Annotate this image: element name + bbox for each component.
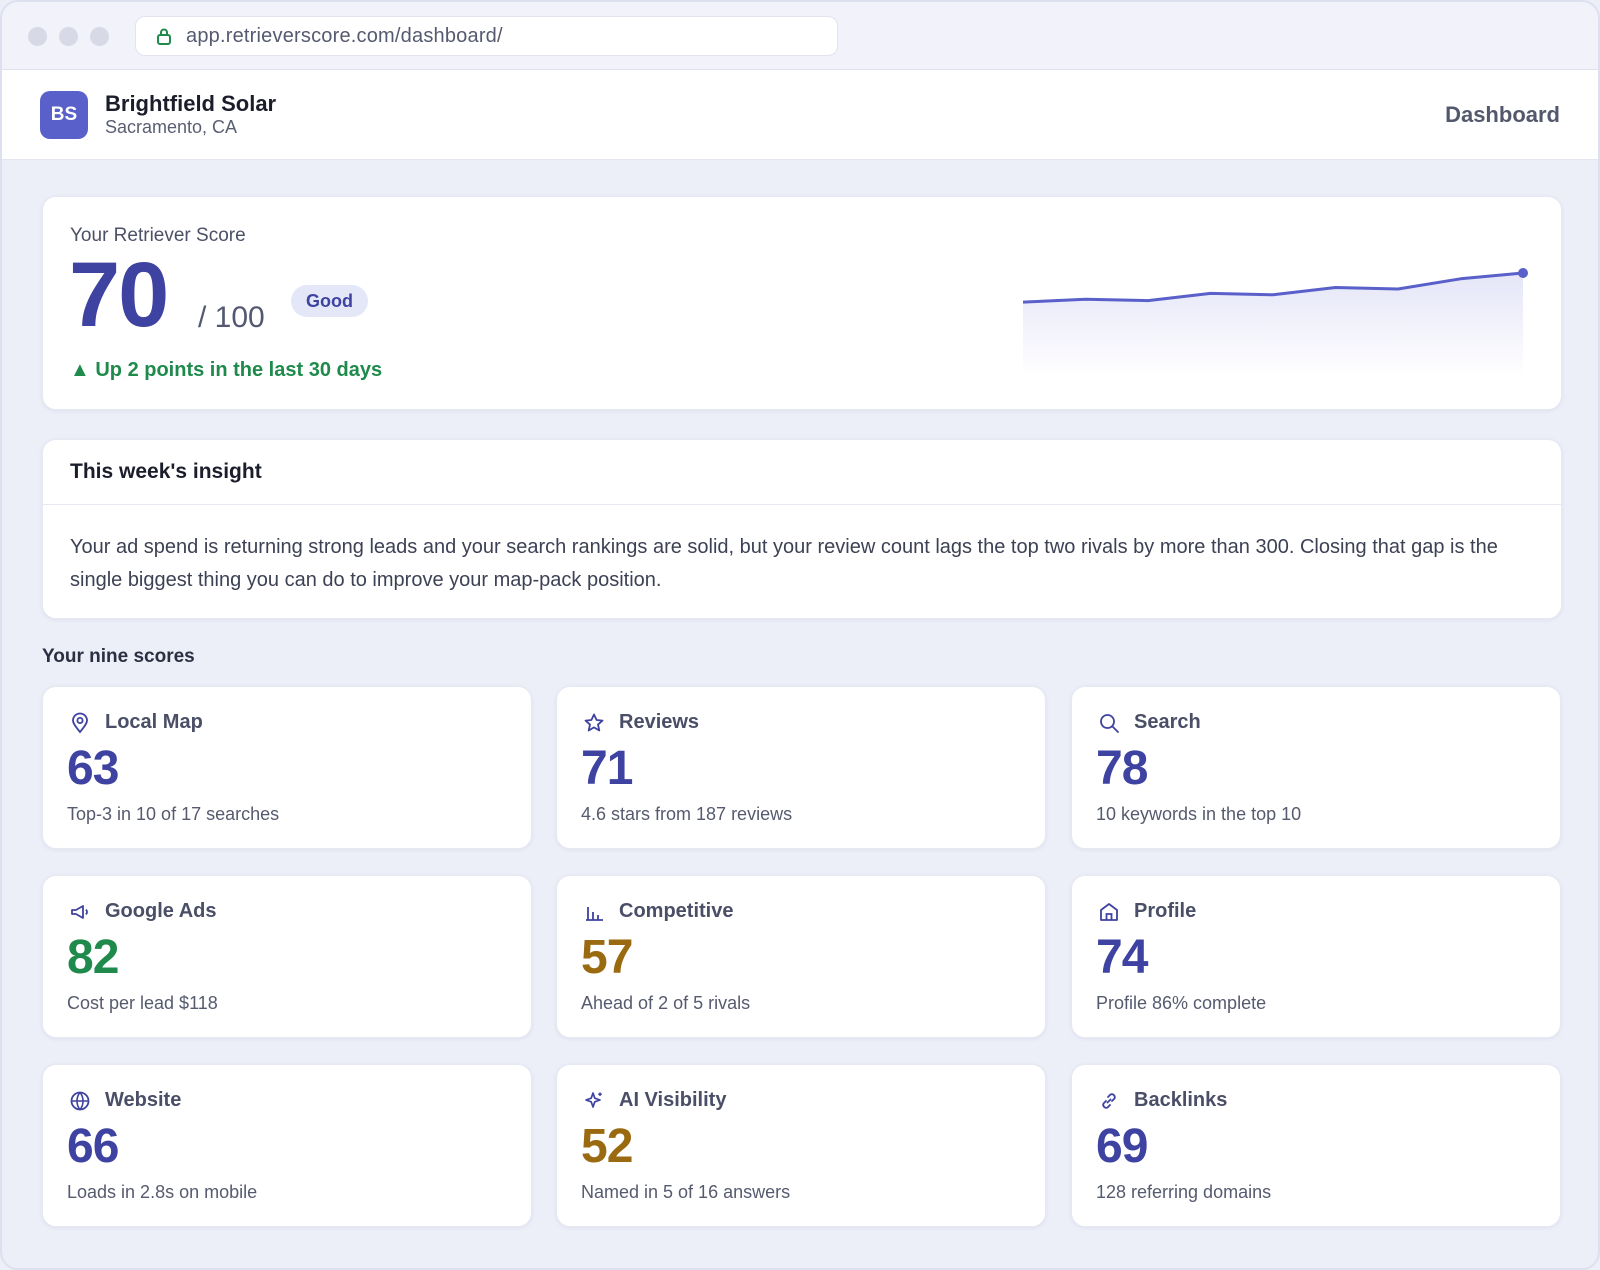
address-bar[interactable]: app.retrieverscore.com/dashboard/ — [135, 16, 838, 56]
metric-description: 128 referring domains — [1096, 1182, 1272, 1202]
score-label: Your Retriever Score — [70, 225, 246, 246]
business-location: Sacramento, CA — [105, 117, 238, 137]
metric-title: Google Ads — [105, 900, 217, 922]
metric-description: Ahead of 2 of 5 rivals — [581, 993, 751, 1013]
metric-value: 78 — [1096, 742, 1148, 795]
metric-value: 66 — [67, 1120, 119, 1173]
metric-header: AI Visibility — [583, 1089, 726, 1112]
globe-icon — [69, 1090, 91, 1112]
metric-header: Reviews — [583, 711, 699, 734]
score-max: / 100 — [198, 301, 265, 334]
metric-card-search[interactable]: Search 78 10 keywords in the top 10 — [1071, 686, 1561, 849]
map-pin-icon — [69, 712, 91, 734]
metric-card-profile[interactable]: Profile 74 Profile 86% complete — [1071, 875, 1561, 1038]
nav-dashboard-link[interactable]: Dashboard — [1445, 102, 1560, 127]
search-icon — [1098, 712, 1120, 734]
metric-value: 52 — [581, 1120, 633, 1173]
metric-description: Profile 86% complete — [1096, 993, 1267, 1013]
minimize-window-dot[interactable] — [59, 27, 78, 46]
sparkline-area — [1023, 273, 1523, 377]
metric-title: Local Map — [105, 711, 203, 733]
metric-card-reviews[interactable]: Reviews 71 4.6 stars from 187 reviews — [556, 686, 1046, 849]
window-controls — [28, 27, 109, 46]
metric-title: Reviews — [619, 711, 700, 733]
bar-chart-icon — [583, 901, 605, 923]
storefront-icon — [1098, 901, 1120, 923]
score-value: 70 — [69, 244, 169, 346]
metric-description: Top-3 in 10 of 17 searches — [67, 804, 280, 824]
metric-value: 82 — [67, 931, 119, 984]
retriever-score-card: Your Retriever Score 70 / 100 Good ▲ Up … — [42, 196, 1562, 410]
metric-value: 57 — [581, 931, 633, 984]
metric-description: 10 keywords in the top 10 — [1096, 804, 1302, 824]
metric-header: Backlinks — [1098, 1089, 1227, 1112]
metric-description: 4.6 stars from 187 reviews — [581, 804, 793, 824]
metric-card-website[interactable]: Website 66 Loads in 2.8s on mobile — [42, 1064, 532, 1227]
link-icon — [1098, 1090, 1120, 1112]
metric-header: Website — [69, 1089, 181, 1112]
metric-card-google-ads[interactable]: Google Ads 82 Cost per lead $118 — [42, 875, 532, 1038]
maximize-window-dot[interactable] — [90, 27, 109, 46]
metric-description: Named in 5 of 16 answers — [581, 1182, 791, 1202]
metric-value: 71 — [581, 742, 633, 795]
metric-title: Backlinks — [1134, 1089, 1228, 1111]
app-header: BS Brightfield Solar Sacramento, CA Dash… — [2, 70, 1598, 160]
metric-description: Cost per lead $118 — [67, 993, 218, 1013]
metric-card-ai-visibility[interactable]: AI Visibility 52 Named in 5 of 16 answers — [556, 1064, 1046, 1227]
metric-card-backlinks[interactable]: Backlinks 69 128 referring domains — [1071, 1064, 1561, 1227]
metric-header: Profile — [1098, 900, 1196, 923]
url-text[interactable]: app.retrieverscore.com/dashboard/ — [186, 24, 503, 47]
browser-chrome: app.retrieverscore.com/dashboard/ — [2, 2, 1598, 70]
insight-body: Your ad spend is returning strong leads … — [70, 536, 1498, 591]
metric-header: Search — [1098, 711, 1201, 734]
close-window-dot[interactable] — [28, 27, 47, 46]
score-trend: ▲ Up 2 points in the last 30 days — [70, 359, 383, 381]
metric-header: Competitive — [583, 900, 733, 923]
metric-header: Local Map — [69, 711, 203, 734]
insight-title: This week's insight — [43, 440, 1561, 505]
metric-title: Competitive — [619, 900, 734, 922]
metric-value: 74 — [1096, 931, 1148, 984]
metric-value: 69 — [1096, 1120, 1148, 1173]
metric-title: AI Visibility — [619, 1089, 727, 1111]
insight-card: This week's insight Your ad spend is ret… — [42, 439, 1562, 619]
scores-section-title: Your nine scores — [42, 646, 195, 667]
metric-title: Search — [1134, 711, 1201, 733]
sparkle-icon — [583, 1090, 605, 1112]
business-name: Brightfield Solar — [105, 91, 277, 116]
star-icon — [583, 712, 605, 734]
lock-icon — [156, 27, 172, 45]
metric-value: 63 — [67, 742, 119, 795]
megaphone-icon — [69, 901, 91, 923]
score-sparkline — [1023, 268, 1528, 377]
metric-card-competitive[interactable]: Competitive 57 Ahead of 2 of 5 rivals — [556, 875, 1046, 1038]
metric-description: Loads in 2.8s on mobile — [67, 1182, 258, 1202]
sparkline-line — [1023, 271, 1524, 304]
metric-title: Profile — [1134, 900, 1197, 922]
metric-card-local-map[interactable]: Local Map 63 Top-3 in 10 of 17 searches — [42, 686, 532, 849]
metric-title: Website — [105, 1089, 182, 1111]
metric-header: Google Ads — [69, 900, 216, 923]
sparkline-last-point — [1518, 268, 1528, 278]
business-avatar[interactable]: BS — [40, 91, 88, 139]
score-status-badge: Good — [291, 285, 368, 317]
